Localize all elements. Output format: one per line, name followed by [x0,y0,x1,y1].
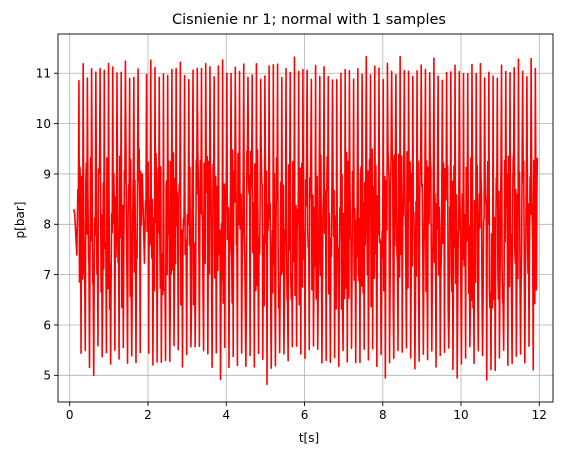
y-tick-label: 6 [43,318,51,332]
y-tick-label: 8 [43,218,51,232]
series-layer [72,55,539,386]
x-tick-label: 6 [301,408,309,422]
x-tick-label: 8 [379,408,387,422]
chart-title: Cisnienie nr 1; normal with 1 samples [172,12,446,28]
y-tick-label: 7 [43,268,51,282]
x-tick-label: 10 [453,408,468,422]
axes-frame [57,33,554,403]
x-tick-label: 12 [532,408,547,422]
y-tick-label: 11 [36,67,51,81]
x-tick-label: 2 [144,408,152,422]
pressure-series-line [72,55,539,386]
y-axis-label: p[bar] [13,202,27,239]
y-tick-label: 10 [36,117,51,131]
plot-area: 0 2 4 6 8 10 12 5 6 7 8 9 10 11 [36,33,554,422]
ticks: 0 2 4 6 8 10 12 5 6 7 8 9 10 11 [36,67,547,422]
x-axis-label: t[s] [299,431,319,445]
y-tick-label: 9 [43,167,51,181]
x-tick-label: 4 [222,408,230,422]
x-tick-label: 0 [66,408,74,422]
y-tick-label: 5 [43,369,51,383]
